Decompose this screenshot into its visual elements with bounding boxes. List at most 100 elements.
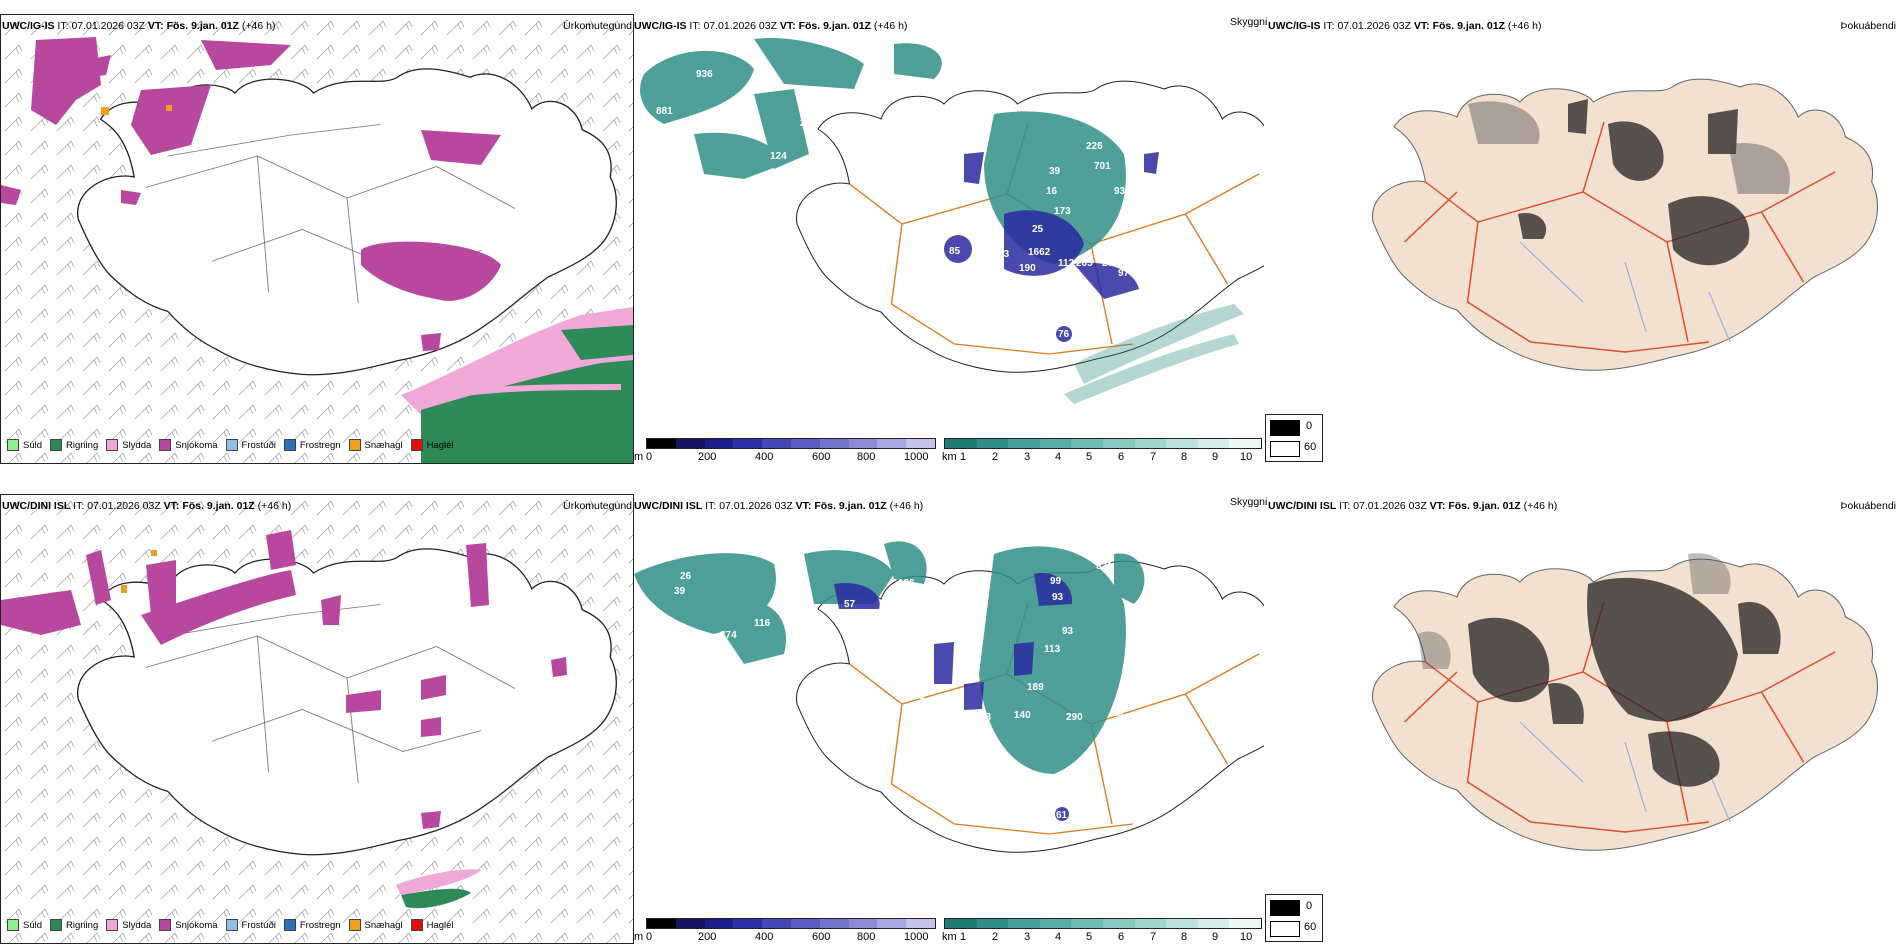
- cloudbase-colorbar: m 0 200 400 600 800 1000: [634, 918, 936, 948]
- legend-swatch-snow-pellets: [348, 919, 361, 931]
- cloud-label: 173: [1054, 206, 1071, 217]
- legend-swatch-rain: [50, 439, 63, 451]
- legend-item: Frostúði: [225, 919, 276, 931]
- cloud-label: 99: [1050, 576, 1062, 587]
- cloud-label: 931: [1114, 186, 1131, 197]
- fog-swatch-low: [1270, 441, 1300, 457]
- visibility-tick: 3: [1024, 451, 1031, 463]
- cloud-label: 1662: [1028, 247, 1051, 258]
- legend-item: Snjókoma: [159, 439, 218, 451]
- cloud-label: 61: [1056, 810, 1068, 821]
- vt-label: VT: Fös. 9.jan. 01Z: [163, 500, 255, 512]
- legend-swatch-sleet: [106, 439, 119, 451]
- cloud-label: 39: [674, 586, 686, 597]
- visibility-tick: 8: [1181, 451, 1188, 463]
- legend-item: Frostúði: [225, 439, 276, 451]
- legend-swatch-sleet: [106, 919, 119, 931]
- legend-item: Frostregn: [283, 919, 341, 931]
- panel-title: Úrkomutegund: [563, 500, 632, 512]
- visibility-tick: 2: [992, 451, 999, 463]
- visibility-tick: 2: [992, 931, 999, 943]
- cloudbase-tick: 400: [755, 931, 774, 943]
- cloud-labels-row1: 936 986 881 96 28 124 226 701 39 16 931 …: [656, 66, 1131, 340]
- cloud-label: 25: [1032, 224, 1044, 235]
- fog-panel-row2: UWC/DINI ISL IT: 07.01.2026 03Z VT: Fös.…: [1268, 494, 1900, 894]
- cloudbase-tick: 800: [857, 931, 876, 943]
- cloud-label: 149: [908, 691, 925, 702]
- legend-swatch-rain: [50, 919, 63, 931]
- forecast-offset: (+46 h): [257, 500, 292, 512]
- panel-title: Úrkomutegund: [563, 20, 632, 32]
- it-value: 07.01.2026 03Z: [703, 20, 777, 32]
- vt-label: VT: Fös. 9.jan. 01Z: [147, 20, 239, 32]
- legend-swatch-freezing-drizzle: [225, 439, 238, 451]
- cloud-label: 116: [754, 618, 771, 629]
- visibility-unit: km: [942, 451, 957, 463]
- model-name: UWC/IG-IS: [634, 20, 687, 32]
- precip-map-frame: Súld Rigning Slydda Snjókoma Frostúði Fr…: [0, 494, 634, 944]
- legend-label: Rigning: [66, 439, 99, 451]
- cloudbase-tick: 800: [857, 451, 876, 463]
- forecast-offset: (+46 h): [889, 500, 924, 512]
- it-label: IT:: [73, 500, 85, 512]
- cloud-label: 13: [980, 712, 992, 723]
- legend-label: Snjókoma: [175, 919, 218, 931]
- visibility-tick: 7: [1150, 931, 1157, 943]
- cloudbase-tick: 600: [812, 451, 831, 463]
- cloud-label: 196: [898, 578, 915, 589]
- legend-item: Slydda: [106, 439, 151, 451]
- visibility-tick: 9: [1212, 451, 1219, 463]
- panel-header: UWC/DINI ISL IT: 07.01.2026 03Z VT: Fös.…: [634, 500, 923, 513]
- model-name: UWC/IG-IS: [1268, 20, 1321, 32]
- legend-label: Frostregn: [299, 439, 341, 451]
- legend-item: Snæhagl: [348, 919, 403, 931]
- legend-swatch-drizzle: [7, 439, 19, 451]
- cloud-panel-row1: 936 986 881 96 28 124 226 701 39 16 931 …: [634, 14, 1268, 464]
- legend-label: Slydda: [122, 919, 152, 931]
- cloud-label: 374: [720, 630, 737, 641]
- cloud-label: 85: [949, 246, 961, 257]
- cloudbase-tick: 0: [646, 931, 653, 943]
- fog-map-row2: [1371, 553, 1878, 851]
- visibility-tick: 5: [1086, 931, 1093, 943]
- precip-panel-row1: Súld Rigning Slydda Snjókoma Frostúði Fr…: [0, 14, 636, 464]
- legend-item: Rigning: [50, 919, 98, 931]
- cloud-label: 164: [888, 594, 905, 605]
- cloud-label: 290: [1066, 712, 1083, 723]
- cloudbase-tick: 600: [812, 931, 831, 943]
- panel-header: UWC/DINI ISL IT: 07.01.2026 03Z VT: Fös.…: [1268, 500, 1557, 513]
- cloud-label: 226: [1086, 141, 1103, 152]
- legend-label: Súld: [23, 439, 43, 451]
- cloud-panel-row2: 99 93 331 196 164 57 374 116 39 26 113 9…: [634, 494, 1267, 944]
- precip-map-frame: Súld Rigning Slydda Snjókoma Frostúði Fr…: [0, 14, 634, 464]
- legend-swatch-hail: [410, 439, 423, 451]
- cloud-label: 881: [656, 106, 673, 117]
- visibility-tick: 10: [1240, 451, 1253, 463]
- legend-label: Rigning: [66, 919, 99, 931]
- forecast-offset: (+46 h): [241, 20, 276, 32]
- legend-swatch-snow: [159, 919, 172, 931]
- panel-title: Skyggni: [1230, 16, 1268, 28]
- vt-label: VT: Fös. 9.jan. 01Z: [795, 500, 887, 512]
- it-label: IT:: [1323, 20, 1335, 32]
- model-name: UWC/IG-IS: [2, 20, 55, 32]
- cloudbase-tick: 200: [698, 931, 717, 943]
- visibility-tick: 5: [1086, 451, 1093, 463]
- panel-header: UWC/IG-IS IT: 07.01.2026 03Z VT: Fös. 9.…: [634, 20, 907, 33]
- cloudbase-tick: 0: [646, 451, 653, 463]
- panel-header: UWC/DINI ISL IT: 07.01.2026 03Z VT: Fös.…: [2, 500, 291, 513]
- precip-panel-row2: Súld Rigning Slydda Snjókoma Frostúði Fr…: [0, 494, 636, 944]
- cloud-labels-row2: 99 93 331 196 164 57 374 116 39 26 113 9…: [674, 561, 1124, 821]
- panel-title: Þokuábendi: [1840, 20, 1896, 32]
- cloud-label: 39: [1049, 166, 1061, 177]
- cloud-label: 57: [844, 599, 856, 610]
- fog-swatch-high: [1270, 420, 1300, 436]
- forecast-offset: (+46 h): [1507, 20, 1542, 32]
- legend-item: Súld: [7, 439, 42, 451]
- it-value: 07.01.2026 03Z: [87, 500, 161, 512]
- cloudbase-tick: 400: [755, 451, 774, 463]
- cloud-label: 16: [1046, 186, 1058, 197]
- legend-label: Snæhagl: [364, 439, 403, 451]
- cloud-label: 96: [814, 101, 826, 112]
- cloud-label: 93: [1062, 626, 1074, 637]
